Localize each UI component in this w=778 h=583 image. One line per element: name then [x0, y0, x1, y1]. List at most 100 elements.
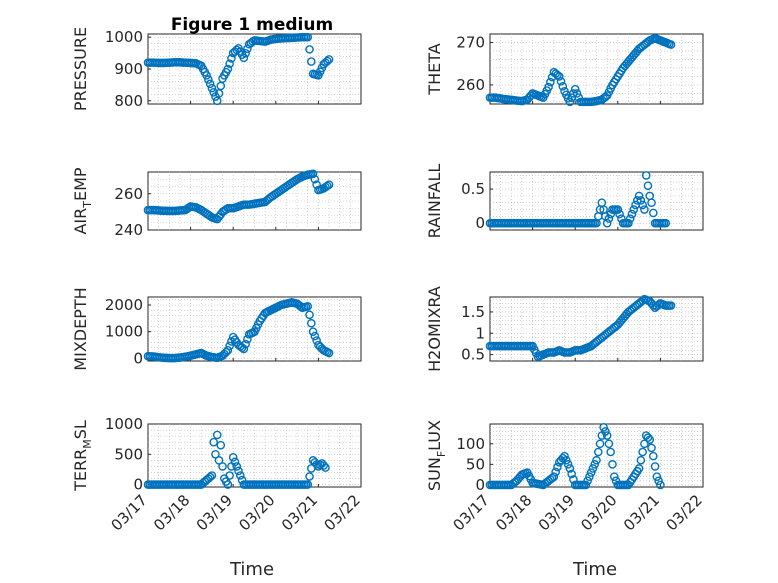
data-point [324, 348, 334, 358]
data-point [647, 198, 656, 208]
data-point [202, 71, 211, 80]
data-point [563, 460, 573, 469]
x-tick-label: 03/18 [492, 491, 535, 534]
data-point [546, 77, 555, 87]
data-point [228, 453, 238, 462]
data-point [560, 451, 569, 461]
figure-title: Figure 1 medium [171, 15, 333, 35]
x-tick-label: 03/22 [663, 491, 706, 534]
data-point [225, 341, 234, 351]
data-point [608, 460, 617, 469]
data-point [634, 464, 644, 473]
data-point [547, 473, 557, 483]
data-series [143, 169, 334, 224]
data-point [624, 218, 633, 228]
data-point [595, 439, 605, 449]
y-tick-label: 0.5 [461, 180, 485, 198]
y-tick-label: 260 [456, 76, 485, 94]
data-series [143, 298, 334, 363]
data-point [308, 169, 318, 179]
data-point [303, 302, 313, 311]
data-point [211, 449, 220, 459]
y-tick-label: 240 [114, 221, 143, 239]
y-tick-label: 0 [133, 476, 143, 494]
data-point [214, 456, 224, 465]
x-axis-label-right: Time [572, 559, 617, 580]
data-point [565, 464, 575, 473]
y-tick-label: 1000 [105, 323, 143, 341]
data-point [650, 462, 660, 471]
y-axis-label: THETA [425, 43, 444, 95]
data-point [592, 455, 601, 465]
data-point [609, 472, 619, 482]
y-tick-label: 0 [475, 476, 485, 494]
data-point [652, 472, 662, 482]
data-point [322, 56, 332, 66]
y-axis-label: AIRTEMP [71, 167, 94, 234]
subplot-h2omixra: 0.5 1 1.5 H2OMIXRA [425, 286, 704, 372]
data-point [641, 171, 651, 180]
data-point [223, 346, 233, 355]
data-point [638, 200, 647, 210]
data-point [232, 462, 242, 471]
data-point [227, 54, 236, 63]
data-series [485, 171, 671, 228]
data-point [223, 480, 233, 489]
subplot-air-temp: 240 260 AIRTEMP [71, 167, 362, 239]
data-point [558, 82, 568, 91]
x-tick-label: 03/20 [235, 491, 278, 534]
data-point [649, 451, 658, 461]
data-point [643, 433, 653, 442]
data-point [585, 472, 594, 482]
subplot-mixdepth: 0 1000 2000 MIXDEPTH [71, 287, 362, 371]
data-point [581, 480, 591, 490]
data-point [567, 469, 576, 479]
data-point [216, 440, 226, 450]
y-tick-label: 800 [114, 92, 143, 110]
data-point [204, 75, 213, 84]
data-point [590, 460, 600, 469]
x-axis-label-left: Time [229, 559, 274, 580]
x-tick-label: 03/19 [535, 491, 578, 534]
data-point [321, 463, 330, 472]
data-point [638, 447, 647, 457]
data-point [551, 467, 560, 477]
data-point [640, 439, 649, 449]
data-point [241, 49, 250, 58]
data-point [588, 464, 598, 473]
data-point [602, 218, 612, 228]
x-tick-label: 03/22 [321, 491, 364, 534]
data-point [324, 180, 334, 189]
data-point [625, 214, 635, 223]
data-point [562, 455, 571, 465]
data-point [306, 57, 316, 66]
data-point [654, 476, 663, 486]
data-point [572, 89, 582, 98]
data-point [221, 347, 231, 357]
data-point [565, 97, 575, 107]
data-point [218, 462, 227, 471]
data-series [485, 33, 676, 107]
data-point [205, 472, 215, 482]
data-point [322, 181, 332, 191]
data-point [627, 209, 637, 219]
data-point [602, 431, 612, 440]
data-series [485, 422, 665, 490]
x-tick-label: 03/20 [577, 491, 620, 534]
y-tick-label: 1000 [105, 28, 143, 46]
y-tick-label: 1 [475, 324, 485, 342]
data-point [207, 83, 217, 93]
y-axis-label: H2OMIXRA [425, 286, 444, 372]
axes-frame [147, 423, 362, 488]
data-point [606, 447, 616, 457]
data-point [645, 435, 655, 444]
y-tick-label: 900 [114, 60, 143, 78]
data-point [239, 53, 249, 63]
data-point [569, 89, 578, 98]
data-point [549, 472, 559, 482]
data-point [310, 174, 320, 184]
y-tick-label: 0.5 [461, 346, 485, 364]
subplot-theta: 260 270 THETA [425, 33, 704, 107]
data-point [599, 422, 608, 432]
